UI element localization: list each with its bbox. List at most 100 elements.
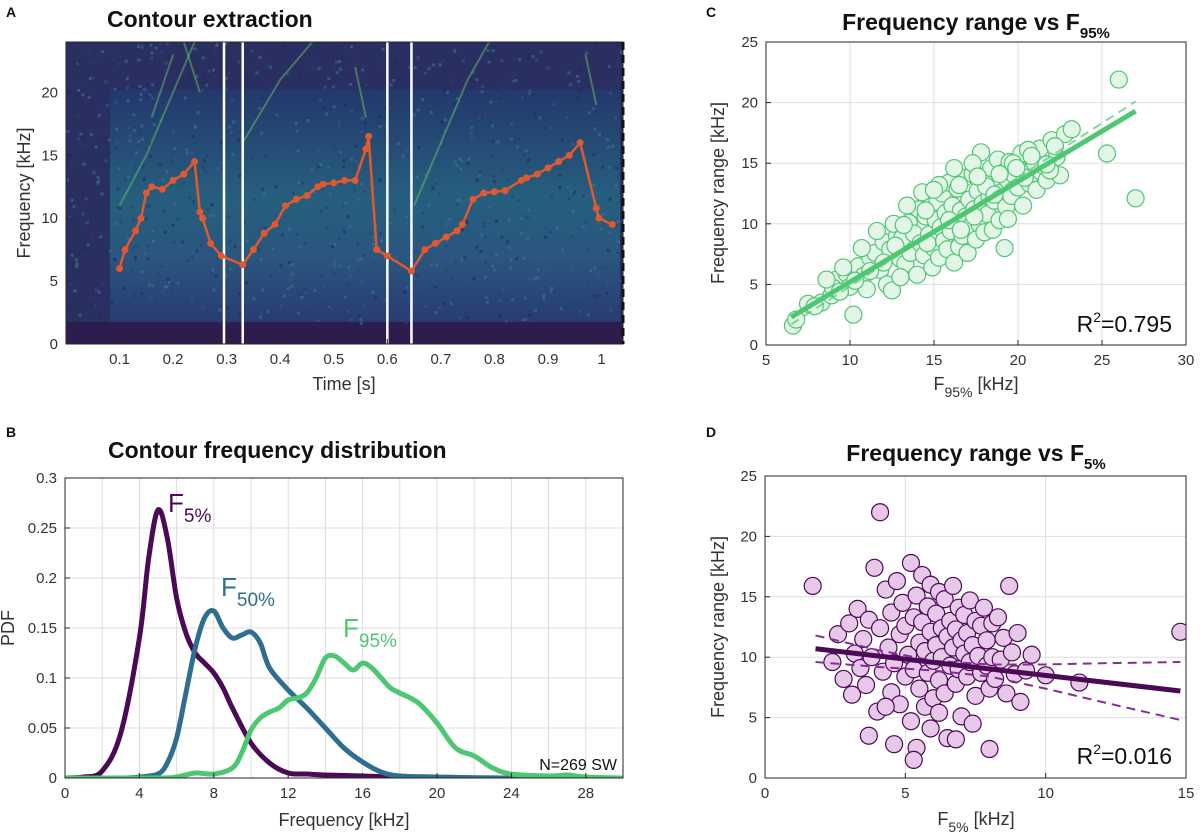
b-ytick-1: 0.05 — [28, 720, 57, 737]
contour-point — [469, 195, 477, 203]
d-yticks-4: 20 — [740, 528, 757, 545]
panel-b-title: Contour frequency distribution — [108, 437, 447, 463]
scatter-point — [852, 238, 871, 258]
sample-size-annotation: N=269 SW — [539, 757, 618, 774]
b-xtick-6: 24 — [503, 785, 520, 802]
contour-point — [239, 261, 247, 269]
d-xticks-2: 10 — [1037, 785, 1054, 802]
scatter-point — [963, 714, 982, 733]
b-xtick-0: 0 — [61, 785, 69, 802]
scatter-point — [977, 631, 996, 650]
scatter-point — [1008, 623, 1027, 643]
panel-d-ylabel: Frequency range [kHz] — [708, 536, 728, 718]
series-label-0: F5% — [168, 488, 211, 527]
panel-c-frame — [765, 41, 1187, 346]
contour-point — [271, 220, 279, 228]
c-xticks-3: 20 — [1010, 352, 1027, 369]
scatter-point — [910, 679, 929, 698]
scatter-point — [901, 553, 921, 573]
scatter-point — [946, 730, 965, 749]
scatter-point — [995, 238, 1014, 258]
a-xtick-7: 0.8 — [484, 351, 505, 368]
panel-d-x-ticks: 0 5 10 15 — [761, 773, 1194, 802]
b-ytick-3: 0.15 — [28, 620, 57, 637]
contour-point — [121, 246, 129, 254]
contour-point — [169, 176, 177, 184]
b-xtick-1: 4 — [135, 785, 143, 802]
d-xticks-0: 0 — [761, 785, 769, 802]
panel-a: A Contour extraction 0.1 0.2 0.3 0.4 0.5 0.6 0… — [6, 4, 625, 394]
scatter-point — [859, 726, 878, 745]
contour-point — [217, 252, 225, 260]
d-yticks-3: 15 — [740, 589, 757, 606]
scatter-point — [891, 268, 910, 287]
contour-point — [319, 180, 327, 188]
scatter-point — [865, 558, 884, 577]
contour-point — [196, 208, 204, 216]
panel-c-r-squared: R2=0.795 — [1077, 309, 1172, 337]
scatter-point — [1062, 120, 1081, 139]
scatter-point — [1171, 622, 1186, 641]
a-xtick-5: 0.6 — [377, 351, 398, 368]
scatter-point — [924, 180, 944, 199]
scatter-point — [870, 503, 890, 522]
b-xtick-2: 8 — [210, 785, 218, 802]
scatter-point — [840, 614, 859, 633]
panel-b: B Contour frequency distribution 0 4 8 12 16… — [0, 424, 624, 830]
contour-point — [362, 145, 370, 153]
panel-d-xlabel: F5% [kHz] — [937, 809, 1014, 835]
scatter-point — [848, 599, 867, 618]
b-ytick-6: 0.3 — [36, 470, 57, 487]
scatter-point — [1011, 692, 1030, 711]
scatter-point — [844, 305, 863, 324]
scatter-point — [1000, 576, 1019, 596]
c-yticks-2: 10 — [741, 216, 758, 233]
contour-point — [458, 220, 466, 228]
contour-point — [442, 233, 450, 241]
scatter-point — [856, 675, 876, 695]
contour-point — [576, 139, 584, 147]
c-yticks-4: 20 — [741, 95, 758, 112]
contour-point — [351, 176, 359, 184]
contour-point — [407, 267, 415, 275]
panel-b-ylabel: PDF — [0, 610, 18, 646]
scatter-point — [950, 175, 969, 195]
panel-d-frame — [764, 475, 1187, 779]
a-xtick-8: 0.9 — [538, 351, 559, 368]
contour-point — [341, 176, 348, 184]
scatter-point — [1007, 158, 1026, 178]
contour-point — [533, 170, 541, 178]
d-yticks-5: 25 — [740, 468, 757, 485]
contour-point — [249, 246, 257, 254]
scatter-point — [901, 712, 921, 731]
pdf-line-5pct — [65, 507, 623, 778]
b-ytick-0: 0 — [49, 770, 57, 787]
contour-point — [501, 186, 509, 194]
contour-point — [592, 204, 600, 212]
panel-a-ylabel: Frequency [kHz] — [14, 127, 34, 258]
contour-point — [142, 189, 150, 197]
scatter-point — [828, 625, 848, 644]
d-xticks-1: 5 — [901, 785, 909, 802]
scatter-point — [842, 685, 862, 704]
panel-c-title: Frequency range vs F95% — [842, 9, 1110, 42]
scatter-point — [904, 750, 923, 769]
a-xtick-3: 0.4 — [270, 351, 291, 368]
a-xtick-6: 0.7 — [430, 351, 451, 368]
a-xtick-0: 0.1 — [109, 351, 130, 368]
panel-letter-b: B — [6, 424, 16, 440]
contour-point — [453, 227, 461, 235]
c-xticks-2: 15 — [926, 352, 943, 369]
panel-c-x-ticks: 5 10 15 20 25 30 — [762, 340, 1194, 369]
scatter-point — [876, 697, 895, 716]
confidence-band-lower — [815, 661, 1181, 721]
panel-d-title: Frequency range vs F5% — [846, 440, 1105, 473]
panel-c-points — [783, 70, 1145, 335]
scatter-point — [1002, 643, 1022, 662]
contour-point — [137, 214, 145, 222]
b-ytick-2: 0.1 — [36, 670, 57, 687]
contour-point — [199, 214, 207, 222]
b-xtick-7: 28 — [577, 785, 594, 802]
contour-point — [260, 229, 268, 237]
